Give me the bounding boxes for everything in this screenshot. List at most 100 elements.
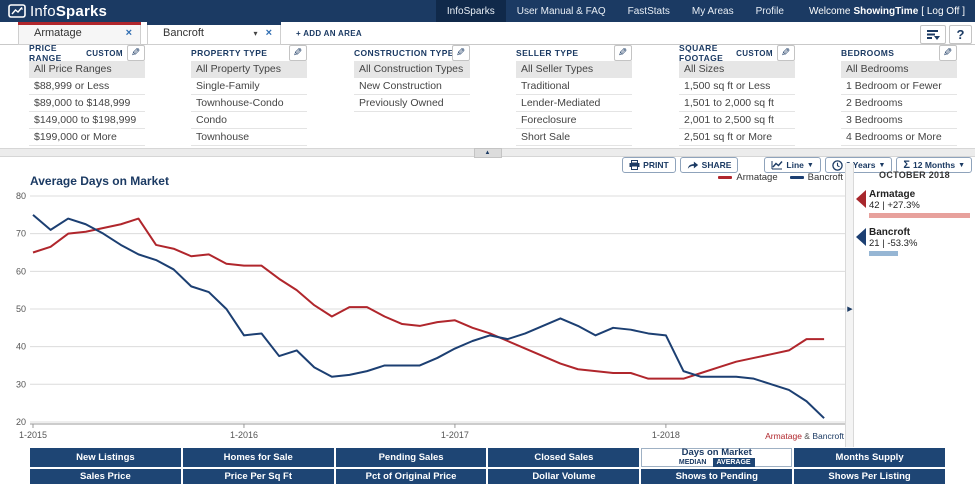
summary-name: Bancroft	[869, 227, 973, 238]
filter-option[interactable]: $199,000 or More	[29, 129, 145, 146]
filter-option[interactable]: Short Sale	[516, 129, 632, 146]
filter-option[interactable]: All Property Types	[191, 61, 307, 78]
filter-option[interactable]: Lender-Mediated	[516, 95, 632, 112]
current-month-summary: OCTOBER 2018 Armatage 42 | +27.3% Bancro…	[856, 170, 973, 256]
edit-filter-button[interactable]: ✎	[289, 45, 307, 61]
nav-item-faststats[interactable]: FastStats	[617, 0, 681, 22]
close-icon[interactable]: ×	[258, 27, 280, 39]
average-toggle[interactable]: AVERAGE	[713, 458, 755, 467]
metric-price-per-sqft[interactable]: Price Per Sq Ft	[183, 469, 334, 484]
filter-price-range: PRICE RANGE CUSTOM ✎ All Price Ranges $8…	[0, 45, 162, 148]
filter-option[interactable]: Condo	[191, 112, 307, 129]
add-area-button[interactable]: + ADD AN AREA	[296, 29, 362, 38]
filter-option[interactable]: Townhouse	[191, 129, 307, 146]
filter-collapse-bar: ▲	[0, 148, 975, 157]
chevron-down-icon: ▼	[878, 162, 885, 169]
filter-option[interactable]: 3 Bedrooms	[841, 112, 957, 129]
pencil-icon: ✎	[943, 48, 952, 59]
nav-item-user-manual[interactable]: User Manual & FAQ	[506, 0, 617, 22]
filter-option[interactable]: Townhouse-Condo	[191, 95, 307, 112]
filter-option[interactable]: Traditional	[516, 78, 632, 95]
metric-sales-price[interactable]: Sales Price	[30, 469, 181, 484]
pencil-icon: ✎	[456, 48, 465, 59]
chevron-down-icon[interactable]: ▾	[248, 29, 258, 38]
metric-homes-for-sale[interactable]: Homes for Sale	[183, 448, 334, 467]
help-button[interactable]: ?	[949, 25, 972, 44]
filter-option[interactable]: Foreclosure	[516, 112, 632, 129]
filter-option[interactable]: 2,001 to 2,500 sq ft	[679, 112, 795, 129]
welcome-text: WelcomeShowingTime [ Log Off ]	[795, 0, 975, 22]
edit-filter-button[interactable]: ✎	[777, 45, 795, 61]
svg-text:30: 30	[16, 379, 26, 389]
edit-filter-button[interactable]: ✎	[614, 45, 632, 61]
filter-option[interactable]: 1,501 to 2,000 sq ft	[679, 95, 795, 112]
summary-entry-bancroft: Bancroft 21 | -53.3%	[856, 227, 973, 256]
share-button[interactable]: SHARE	[680, 157, 739, 173]
panel-divider-scrollbar[interactable]: ▶	[845, 163, 854, 447]
pencil-icon: ✎	[781, 48, 790, 59]
line-chart-icon	[771, 160, 783, 170]
filter-option[interactable]: All Sizes	[679, 61, 795, 78]
filter-option[interactable]: New Construction	[354, 78, 470, 95]
filter-option[interactable]: All Bedrooms	[841, 61, 957, 78]
svg-text:1-2015: 1-2015	[19, 430, 47, 440]
filter-option[interactable]: 1 Bedroom or Fewer	[841, 78, 957, 95]
filter-option[interactable]: Previously Owned	[354, 95, 470, 112]
chevron-up-icon: ▲	[485, 150, 491, 156]
filter-title: CONSTRUCTION TYPE	[354, 48, 454, 58]
summary-name: Armatage	[869, 189, 973, 200]
filter-option[interactable]: $89,000 to $148,999	[29, 95, 145, 112]
expand-panel-handle[interactable]: ▶	[846, 301, 854, 317]
filter-property-type: PROPERTY TYPE ✎ All Property Types Singl…	[162, 45, 324, 148]
chart-logo-icon	[8, 4, 26, 18]
print-button[interactable]: PRINT	[622, 157, 676, 173]
metric-days-on-market[interactable]: Days on Market MEDIAN AVERAGE	[641, 448, 792, 467]
edit-filter-button[interactable]: ✎	[452, 45, 470, 61]
filter-option[interactable]: 2 Bedrooms	[841, 95, 957, 112]
filter-option[interactable]: All Seller Types	[516, 61, 632, 78]
custom-label: CUSTOM	[736, 49, 773, 58]
metric-pct-of-original-price[interactable]: Pct of Original Price	[336, 469, 487, 484]
series-marker-icon	[856, 228, 866, 246]
top-nav: InfoSparks InfoSparks User Manual & FAQ …	[0, 0, 975, 22]
nav-item-infosparks[interactable]: InfoSparks	[436, 0, 506, 22]
filter-option[interactable]: $149,000 to $198,999	[29, 112, 145, 129]
filter-option[interactable]: 2,501 sq ft or More	[679, 129, 795, 146]
summary-bar	[869, 251, 898, 256]
median-toggle[interactable]: MEDIAN	[679, 459, 707, 466]
filter-option[interactable]: 4 Bedrooms or More	[841, 129, 957, 146]
filter-option[interactable]: Single-Family	[191, 78, 307, 95]
edit-filter-button[interactable]: ✎	[939, 45, 957, 61]
chevron-down-icon: ▼	[958, 162, 965, 169]
nav-menu: InfoSparks User Manual & FAQ FastStats M…	[436, 0, 975, 22]
metric-shows-per-listing[interactable]: Shows Per Listing	[794, 469, 945, 484]
metric-closed-sales[interactable]: Closed Sales	[488, 448, 639, 467]
tab-label: Bancroft	[148, 27, 204, 39]
area-tab-bancroft[interactable]: Bancroft ▾ ×	[147, 22, 281, 45]
nav-item-profile[interactable]: Profile	[745, 0, 795, 22]
nav-item-my-areas[interactable]: My Areas	[681, 0, 745, 22]
tab-label: Armatage	[19, 27, 82, 39]
metric-pending-sales[interactable]: Pending Sales	[336, 448, 487, 467]
logo-text: InfoSparks	[30, 3, 107, 20]
close-icon[interactable]: ×	[118, 27, 140, 39]
metric-shows-to-pending[interactable]: Shows to Pending	[641, 469, 792, 484]
edit-filter-button[interactable]: ✎	[127, 45, 145, 61]
filter-option[interactable]: All Construction Types	[354, 61, 470, 78]
metric-months-supply[interactable]: Months Supply	[794, 448, 945, 467]
filter-option[interactable]: $88,999 or Less	[29, 78, 145, 95]
saved-criteria-button[interactable]	[920, 25, 946, 44]
summary-entry-armatage: Armatage 42 | +27.3%	[856, 189, 973, 218]
filter-panels: PRICE RANGE CUSTOM ✎ All Price Ranges $8…	[0, 45, 975, 148]
infosparks-logo: InfoSparks	[0, 3, 107, 20]
collapse-filters-handle[interactable]: ▲	[474, 148, 502, 158]
metric-new-listings[interactable]: New Listings	[30, 448, 181, 467]
chart-type-dropdown[interactable]: Line ▼	[764, 157, 820, 173]
filter-option[interactable]: 1,500 sq ft or Less	[679, 78, 795, 95]
filter-option[interactable]: All Price Ranges	[29, 61, 145, 78]
metric-dollar-volume[interactable]: Dollar Volume	[488, 469, 639, 484]
area-tab-armatage[interactable]: Armatage ×	[18, 22, 141, 45]
line-chart: 807060504030201-20151-20161-20171-2018	[0, 172, 848, 448]
filter-construction-type: CONSTRUCTION TYPE ✎ All Construction Typ…	[325, 45, 487, 148]
logoff-link[interactable]: [ Log Off ]	[921, 6, 965, 17]
